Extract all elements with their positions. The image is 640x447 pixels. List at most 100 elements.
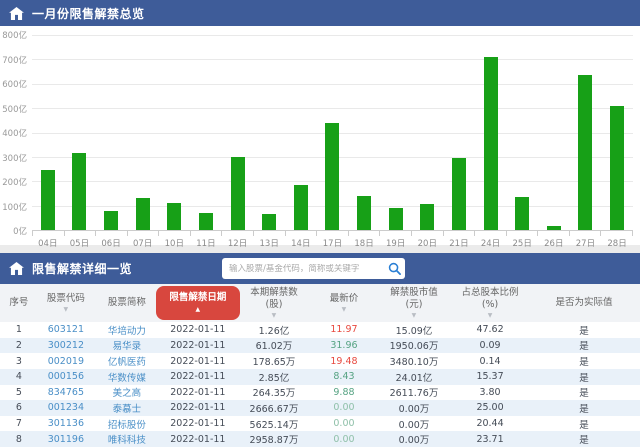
bar-slot bbox=[253, 35, 285, 230]
cell-code[interactable]: 000156 bbox=[47, 371, 84, 383]
chart-bar-21日[interactable] bbox=[451, 158, 466, 230]
x-axis-label: 21日 bbox=[449, 239, 469, 249]
cell-value: 0.00万 bbox=[398, 435, 430, 447]
x-axis-tick bbox=[601, 231, 633, 236]
cell-code[interactable]: 301136 bbox=[47, 418, 84, 430]
cell-name[interactable]: 亿帆医药 bbox=[107, 357, 146, 369]
cell-date: 2022-01-11 bbox=[170, 418, 226, 430]
chart-bar-05日[interactable] bbox=[72, 153, 87, 230]
chart-bar-17日[interactable] bbox=[325, 122, 340, 230]
cell-code[interactable]: 301196 bbox=[47, 433, 84, 445]
cell-actual: 是 bbox=[579, 419, 589, 431]
x-axis-tick bbox=[191, 231, 223, 236]
x-axis-label: 10日 bbox=[164, 239, 184, 249]
chart-bar-12日[interactable] bbox=[230, 156, 245, 230]
cell-code[interactable]: 834765 bbox=[47, 386, 84, 398]
unlock-overview-chart: 800亿 700亿 600亿 500亿 400亿 300亿 200亿 100亿 0亿 04日 05… bbox=[0, 26, 640, 249]
cell-seq: 1 bbox=[15, 324, 22, 336]
cell-value: 24.01亿 bbox=[395, 372, 433, 384]
x-axis-label: 24日 bbox=[480, 239, 501, 249]
chart-bar-10日[interactable] bbox=[167, 203, 182, 230]
chart-bar-19日[interactable] bbox=[388, 208, 403, 230]
cell-code[interactable]: 603121 bbox=[47, 324, 84, 336]
cell-actual: 是 bbox=[579, 341, 589, 353]
chart-bar-24日[interactable] bbox=[483, 56, 498, 230]
cell-name[interactable]: 华数传媒 bbox=[107, 372, 146, 384]
x-axis-tick bbox=[317, 231, 349, 236]
table-row: 4 000156 华数传媒 2022-01-11 2.85亿 8.43 24.01亿 15.3… bbox=[0, 368, 640, 385]
y-axis-label: 100亿 bbox=[2, 202, 27, 213]
bar-slot bbox=[64, 35, 96, 230]
home-icon bbox=[9, 6, 24, 20]
cell-name[interactable]: 唯科科技 bbox=[107, 435, 146, 447]
cell-price: 11.97 bbox=[330, 324, 358, 336]
chart-bar-20日[interactable] bbox=[420, 204, 435, 230]
bar-slot bbox=[159, 35, 191, 230]
search-icon[interactable] bbox=[388, 262, 401, 275]
x-axis-tick bbox=[128, 231, 160, 236]
cell-actual: 是 bbox=[579, 388, 589, 400]
cell-name[interactable]: 易华录 bbox=[112, 341, 142, 353]
search-box[interactable] bbox=[222, 258, 405, 279]
column-header-ratio[interactable]: 占总股本比例 (%) ▼ bbox=[452, 284, 528, 322]
chart-bar-06日[interactable] bbox=[104, 210, 119, 230]
column-header-value[interactable]: 解禁股市值 (元) ▼ bbox=[376, 284, 452, 322]
y-axis-label: 600亿 bbox=[2, 80, 27, 90]
column-label: 股票代码 bbox=[46, 292, 85, 304]
table-row: 2 300212 易华录 2022-01-11 61.02万 31.96 1950.06万 0… bbox=[0, 337, 640, 354]
x-axis-tick bbox=[412, 231, 444, 236]
cell-code[interactable]: 300212 bbox=[47, 339, 84, 351]
x-axis-tick bbox=[349, 231, 381, 236]
x-axis-label: 27日 bbox=[575, 239, 596, 249]
column-header-shares[interactable]: 本期解禁数 (股) ▼ bbox=[236, 284, 312, 322]
x-axis-tick bbox=[96, 231, 128, 236]
table-body: 1 603121 华培动力 2022-01-11 1.26亿 11.97 15.09亿 47.… bbox=[0, 322, 640, 447]
x-axis-label: 13日 bbox=[259, 239, 279, 249]
column-header-price[interactable]: 最新价 ▼ bbox=[312, 284, 376, 322]
cell-actual: 是 bbox=[579, 435, 589, 447]
bar-slot bbox=[380, 35, 412, 230]
chart-bar-26日[interactable] bbox=[546, 226, 561, 230]
x-axis-label: 25日 bbox=[512, 239, 532, 249]
column-header-actual: 是否为实际值 bbox=[528, 284, 640, 322]
column-header-name: 股票简称 bbox=[94, 284, 160, 322]
bar-slot bbox=[285, 35, 317, 230]
chart-bar-13日[interactable] bbox=[262, 214, 277, 230]
column-header-code[interactable]: 股票代码 ▼ bbox=[38, 284, 94, 322]
x-axis-label: 06日 bbox=[101, 239, 121, 249]
chart-bar-11日[interactable] bbox=[198, 212, 213, 230]
search-input[interactable] bbox=[229, 263, 388, 274]
y-axis-label: 400亿 bbox=[2, 129, 27, 139]
cell-seq: 8 bbox=[15, 433, 22, 445]
x-axis-tick bbox=[254, 231, 286, 236]
x-axis-tick bbox=[475, 231, 507, 236]
cell-name[interactable]: 泰慕士 bbox=[112, 403, 142, 415]
cell-name[interactable]: 美之高 bbox=[112, 388, 142, 400]
x-axis-label: 14日 bbox=[291, 239, 311, 249]
detail-header: 限售解禁详细一览 bbox=[0, 253, 640, 284]
cell-name[interactable]: 华培动力 bbox=[107, 325, 146, 337]
cell-ratio: 20.44 bbox=[476, 418, 504, 430]
cell-date: 2022-01-11 bbox=[170, 371, 226, 383]
sort-desc-icon: ▼ bbox=[271, 311, 277, 319]
cell-code[interactable]: 001234 bbox=[47, 402, 84, 414]
cell-price: 0.00 bbox=[333, 418, 355, 430]
chart-bar-18日[interactable] bbox=[357, 195, 372, 230]
chart-bar-28日[interactable] bbox=[610, 105, 625, 230]
chart-bar-14日[interactable] bbox=[293, 184, 308, 230]
chart-bar-25日[interactable] bbox=[515, 197, 530, 230]
sort-asc-icon: ▲ bbox=[195, 306, 201, 314]
cell-price: 19.48 bbox=[330, 355, 358, 367]
cell-name[interactable]: 招标股份 bbox=[107, 419, 146, 431]
cell-value: 0.00万 bbox=[398, 403, 430, 415]
cell-shares: 5625.14万 bbox=[249, 419, 299, 431]
column-header-date[interactable]: 限售解禁日期 ▲ bbox=[155, 284, 240, 322]
chart-bar-27日[interactable] bbox=[578, 75, 593, 230]
bar-slot bbox=[95, 35, 127, 230]
bar-slot bbox=[475, 35, 507, 230]
cell-seq: 6 bbox=[15, 402, 22, 414]
cell-code[interactable]: 002019 bbox=[47, 355, 84, 367]
chart-bar-07日[interactable] bbox=[135, 198, 150, 230]
active-sort-pill[interactable]: 限售解禁日期 ▲ bbox=[155, 286, 240, 320]
chart-bar-04日[interactable] bbox=[40, 170, 55, 230]
